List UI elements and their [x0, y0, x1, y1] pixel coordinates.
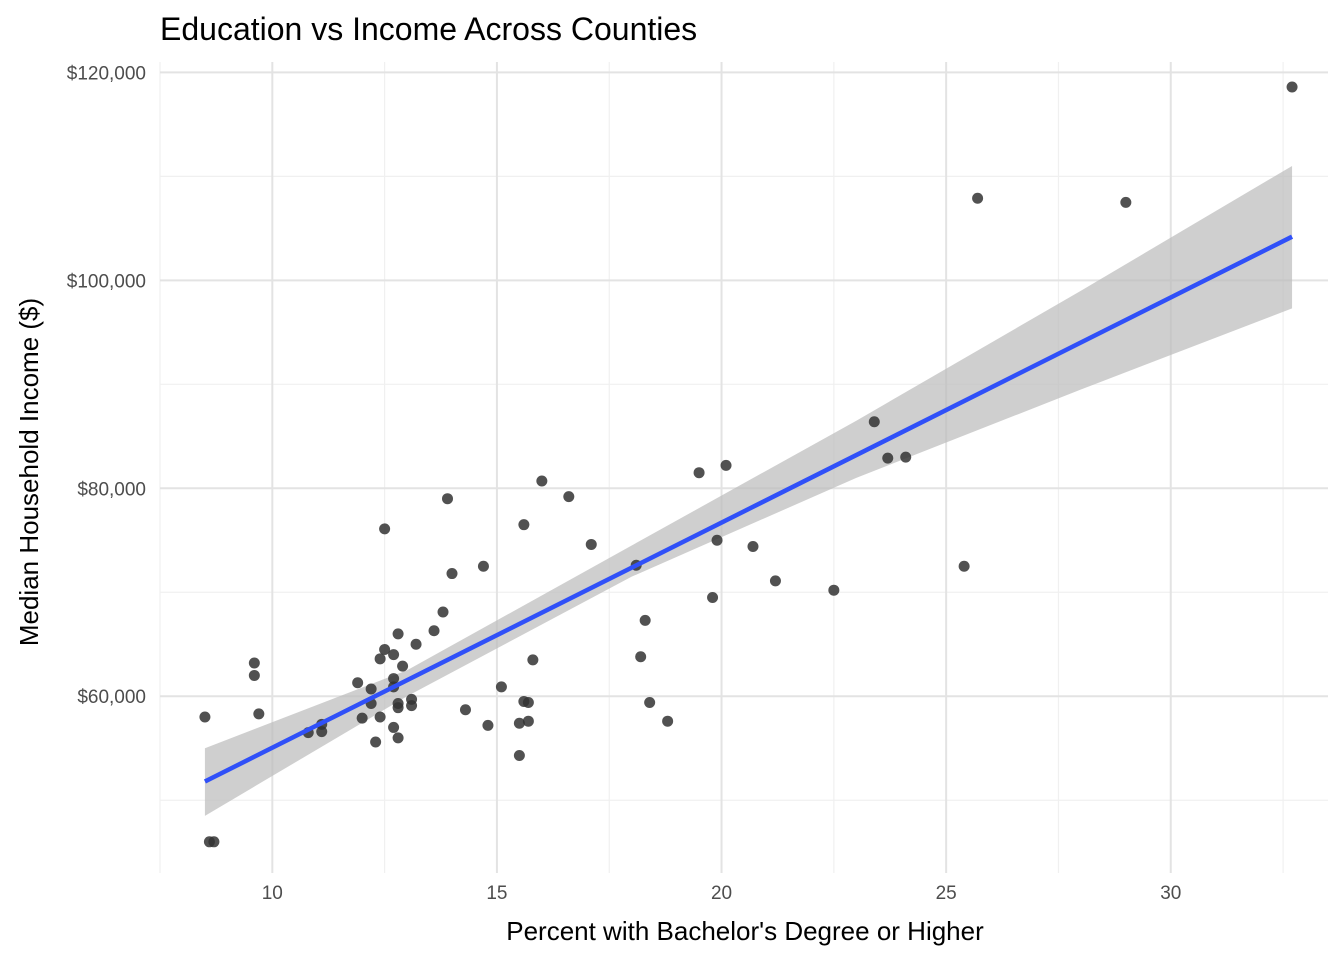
data-point	[522, 715, 534, 727]
data-point	[644, 696, 656, 708]
data-point	[693, 467, 705, 479]
data-point	[392, 702, 404, 714]
data-point	[720, 459, 732, 471]
data-point	[882, 452, 894, 464]
x-tick-label: 20	[711, 883, 732, 904]
x-axis-ticks: 10 15 20 25 30	[262, 883, 1182, 904]
data-point	[397, 660, 409, 672]
data-points	[199, 81, 1298, 848]
data-point	[518, 519, 530, 531]
data-point	[365, 683, 377, 695]
regression-line	[203, 234, 1294, 784]
data-point	[482, 719, 494, 731]
data-point	[1120, 196, 1132, 208]
data-point	[585, 538, 597, 550]
x-tick-label: 10	[262, 883, 283, 904]
x-tick-label: 25	[936, 883, 957, 904]
data-point	[253, 708, 265, 720]
x-tick-label: 15	[486, 883, 507, 904]
data-point	[1286, 81, 1298, 93]
confidence-band-group	[204, 165, 1293, 816]
data-point	[428, 625, 440, 637]
data-point	[868, 416, 880, 428]
data-point	[513, 717, 525, 729]
data-point	[388, 673, 400, 685]
fit-line-group	[203, 234, 1294, 784]
x-tick-label: 30	[1160, 883, 1181, 904]
data-point	[662, 715, 674, 727]
y-tick-label: $120,000	[67, 63, 146, 84]
data-point	[388, 721, 400, 733]
data-point	[711, 534, 723, 546]
data-point	[459, 704, 471, 716]
data-point	[248, 669, 260, 681]
y-tick-label: $100,000	[67, 271, 146, 292]
data-point	[410, 638, 422, 650]
data-point	[370, 736, 382, 748]
data-point	[437, 606, 449, 618]
data-point	[527, 654, 539, 666]
data-point	[379, 523, 391, 535]
data-point	[442, 493, 454, 505]
data-point	[769, 575, 781, 587]
data-point	[392, 628, 404, 640]
data-point	[635, 651, 647, 663]
data-point	[248, 657, 260, 669]
data-point	[707, 591, 719, 603]
data-point	[513, 750, 525, 762]
y-axis-title: Median Household Income ($)	[14, 298, 44, 646]
data-point	[199, 711, 211, 723]
data-point	[747, 541, 759, 553]
data-point	[374, 711, 386, 723]
data-point	[522, 696, 534, 708]
data-point	[392, 732, 404, 744]
data-point	[374, 653, 386, 665]
x-axis-title: Percent with Bachelor's Degree or Higher	[506, 916, 984, 946]
data-point	[563, 491, 575, 503]
confidence-band	[204, 165, 1293, 816]
data-point	[379, 643, 391, 655]
data-point	[352, 677, 364, 689]
data-point	[388, 649, 400, 661]
data-point	[639, 614, 651, 626]
y-tick-label: $60,000	[77, 687, 146, 708]
data-point	[406, 700, 418, 712]
data-point	[446, 568, 458, 580]
data-point	[536, 475, 548, 487]
data-point	[356, 712, 368, 724]
data-point	[477, 560, 489, 572]
data-point	[958, 560, 970, 572]
data-point	[828, 584, 840, 596]
data-point	[316, 726, 328, 738]
data-point	[972, 192, 984, 204]
data-point	[495, 681, 507, 693]
y-tick-label: $80,000	[77, 479, 146, 500]
y-axis-ticks: $60,000 $80,000 $100,000 $120,000	[67, 63, 146, 708]
chart-title: Education vs Income Across Counties	[160, 11, 697, 47]
data-point	[208, 836, 220, 848]
data-point	[900, 451, 912, 463]
